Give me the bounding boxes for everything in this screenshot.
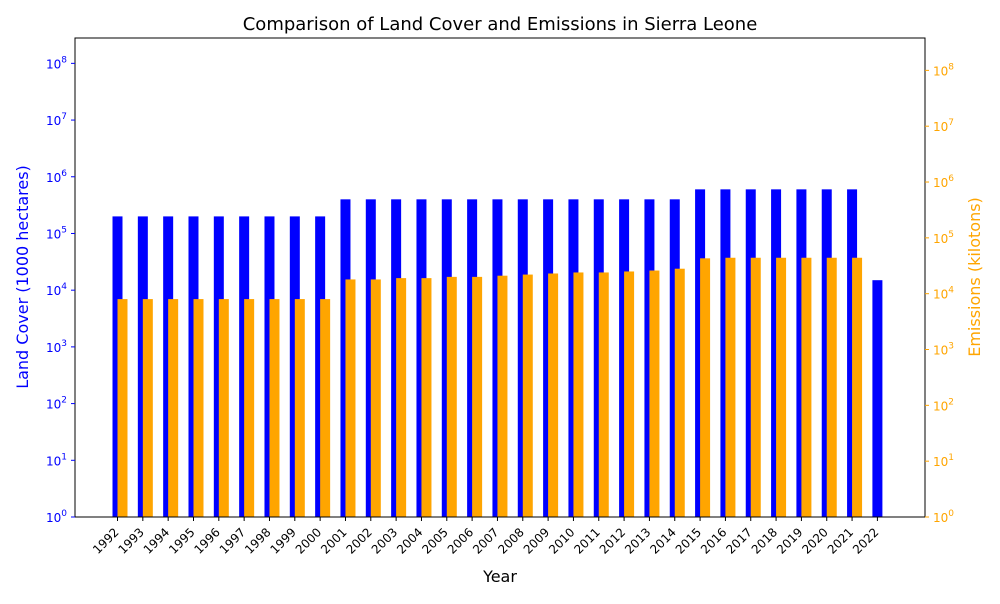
bars-layer [112,189,883,517]
emissions-bar-1998 [269,299,280,517]
emissions-bar-2009 [548,273,559,517]
left-tick-label-2: 102 [46,396,67,412]
emissions-bar-1994 [168,299,179,517]
x-axis-label: Year [482,567,517,586]
emissions-bar-1996 [218,299,229,517]
emissions-bar-2012 [624,271,635,517]
x-tick-label-1998: 1998 [242,525,273,556]
x-tick-label-1994: 1994 [141,525,172,556]
right-tick-label-7: 107 [933,118,954,134]
right-tick-label-5: 105 [933,230,954,246]
emissions-bar-2005 [446,276,457,517]
emissions-bar-1993 [142,299,153,517]
x-tick-label-2000: 2000 [293,525,324,556]
x-tick-label-2012: 2012 [597,525,628,556]
left-tick-label-3: 103 [46,339,67,355]
emissions-bar-2004 [421,278,432,517]
right-tick-label-4: 104 [933,286,954,302]
left-tick-label-4: 104 [46,282,67,298]
x-tick-label-2022: 2022 [850,525,881,556]
x-tick-label-1995: 1995 [166,525,197,556]
x-tick-label-2007: 2007 [470,525,501,556]
x-tick-label-2010: 2010 [546,525,577,556]
chart-title: Comparison of Land Cover and Emissions i… [243,14,758,35]
emissions-bar-2015 [700,258,711,517]
x-tick-label-2009: 2009 [521,525,552,556]
x-tick-label-2013: 2013 [622,525,653,556]
emissions-bar-2007 [497,275,508,517]
right-tick-label-6: 106 [933,174,954,190]
x-tick-label-2016: 2016 [698,525,729,556]
y-axis-left-label: Land Cover (1000 hectares) [13,165,32,389]
land-cover-bar-2022 [872,280,883,517]
x-tick-label-1996: 1996 [191,525,222,556]
right-tick-label-1: 101 [933,453,954,469]
x-tick-label-2021: 2021 [825,525,856,556]
x-tick-label-2004: 2004 [394,525,425,556]
y-axis-right-label: Emissions (kilotons) [965,197,984,357]
emissions-bar-1999 [294,299,305,517]
x-tick-label-2018: 2018 [749,525,780,556]
x-tick-label-2003: 2003 [369,525,400,556]
emissions-bar-2014 [674,268,685,517]
emissions-bar-1995 [193,299,204,517]
emissions-bar-2002 [370,279,381,517]
emissions-bar-2006 [472,276,483,517]
x-tick-label-2019: 2019 [774,525,805,556]
right-tick-label-8: 108 [933,62,954,78]
x-tick-label-2014: 2014 [647,525,678,556]
right-tick-label-3: 103 [933,342,954,358]
left-tick-label-7: 107 [46,112,67,128]
left-tick-label-8: 108 [46,55,67,71]
x-tick-label-1997: 1997 [217,525,248,556]
emissions-bar-2000 [320,299,331,517]
emissions-bar-2018 [776,257,787,517]
emissions-bar-2001 [345,279,356,517]
right-tick-label-2: 102 [933,397,954,413]
x-tick-label-2001: 2001 [318,525,349,556]
x-tick-label-1999: 1999 [267,525,298,556]
emissions-bar-2021 [852,257,863,517]
x-tick-label-1992: 1992 [90,525,121,556]
left-tick-label-0: 100 [46,509,67,525]
emissions-bar-2008 [522,274,533,517]
x-tick-label-2002: 2002 [343,525,374,556]
left-tick-label-1: 101 [46,452,67,468]
x-tick-label-2017: 2017 [723,525,754,556]
emissions-bar-1997 [244,299,255,517]
emissions-bar-2020 [826,257,837,517]
x-tick-label-2008: 2008 [495,525,526,556]
x-tick-label-2005: 2005 [419,525,450,556]
emissions-bar-2010 [573,272,584,517]
emissions-bar-2016 [725,257,736,517]
left-tick-label-6: 106 [46,169,67,185]
emissions-bar-2003 [396,278,407,517]
x-tick-label-2006: 2006 [445,525,476,556]
emissions-bar-1992 [117,299,128,517]
x-tick-label-2015: 2015 [673,525,704,556]
x-tick-label-2020: 2020 [799,525,830,556]
plot-frame [74,37,926,518]
emissions-bar-2017 [750,257,761,517]
emissions-bar-2011 [598,272,609,517]
x-tick-label-2011: 2011 [571,525,602,556]
emissions-bar-2013 [649,270,660,517]
left-tick-label-5: 105 [46,225,67,241]
x-tick-label-1993: 1993 [115,525,146,556]
emissions-bar-2019 [801,257,812,517]
right-tick-label-0: 100 [933,509,954,525]
